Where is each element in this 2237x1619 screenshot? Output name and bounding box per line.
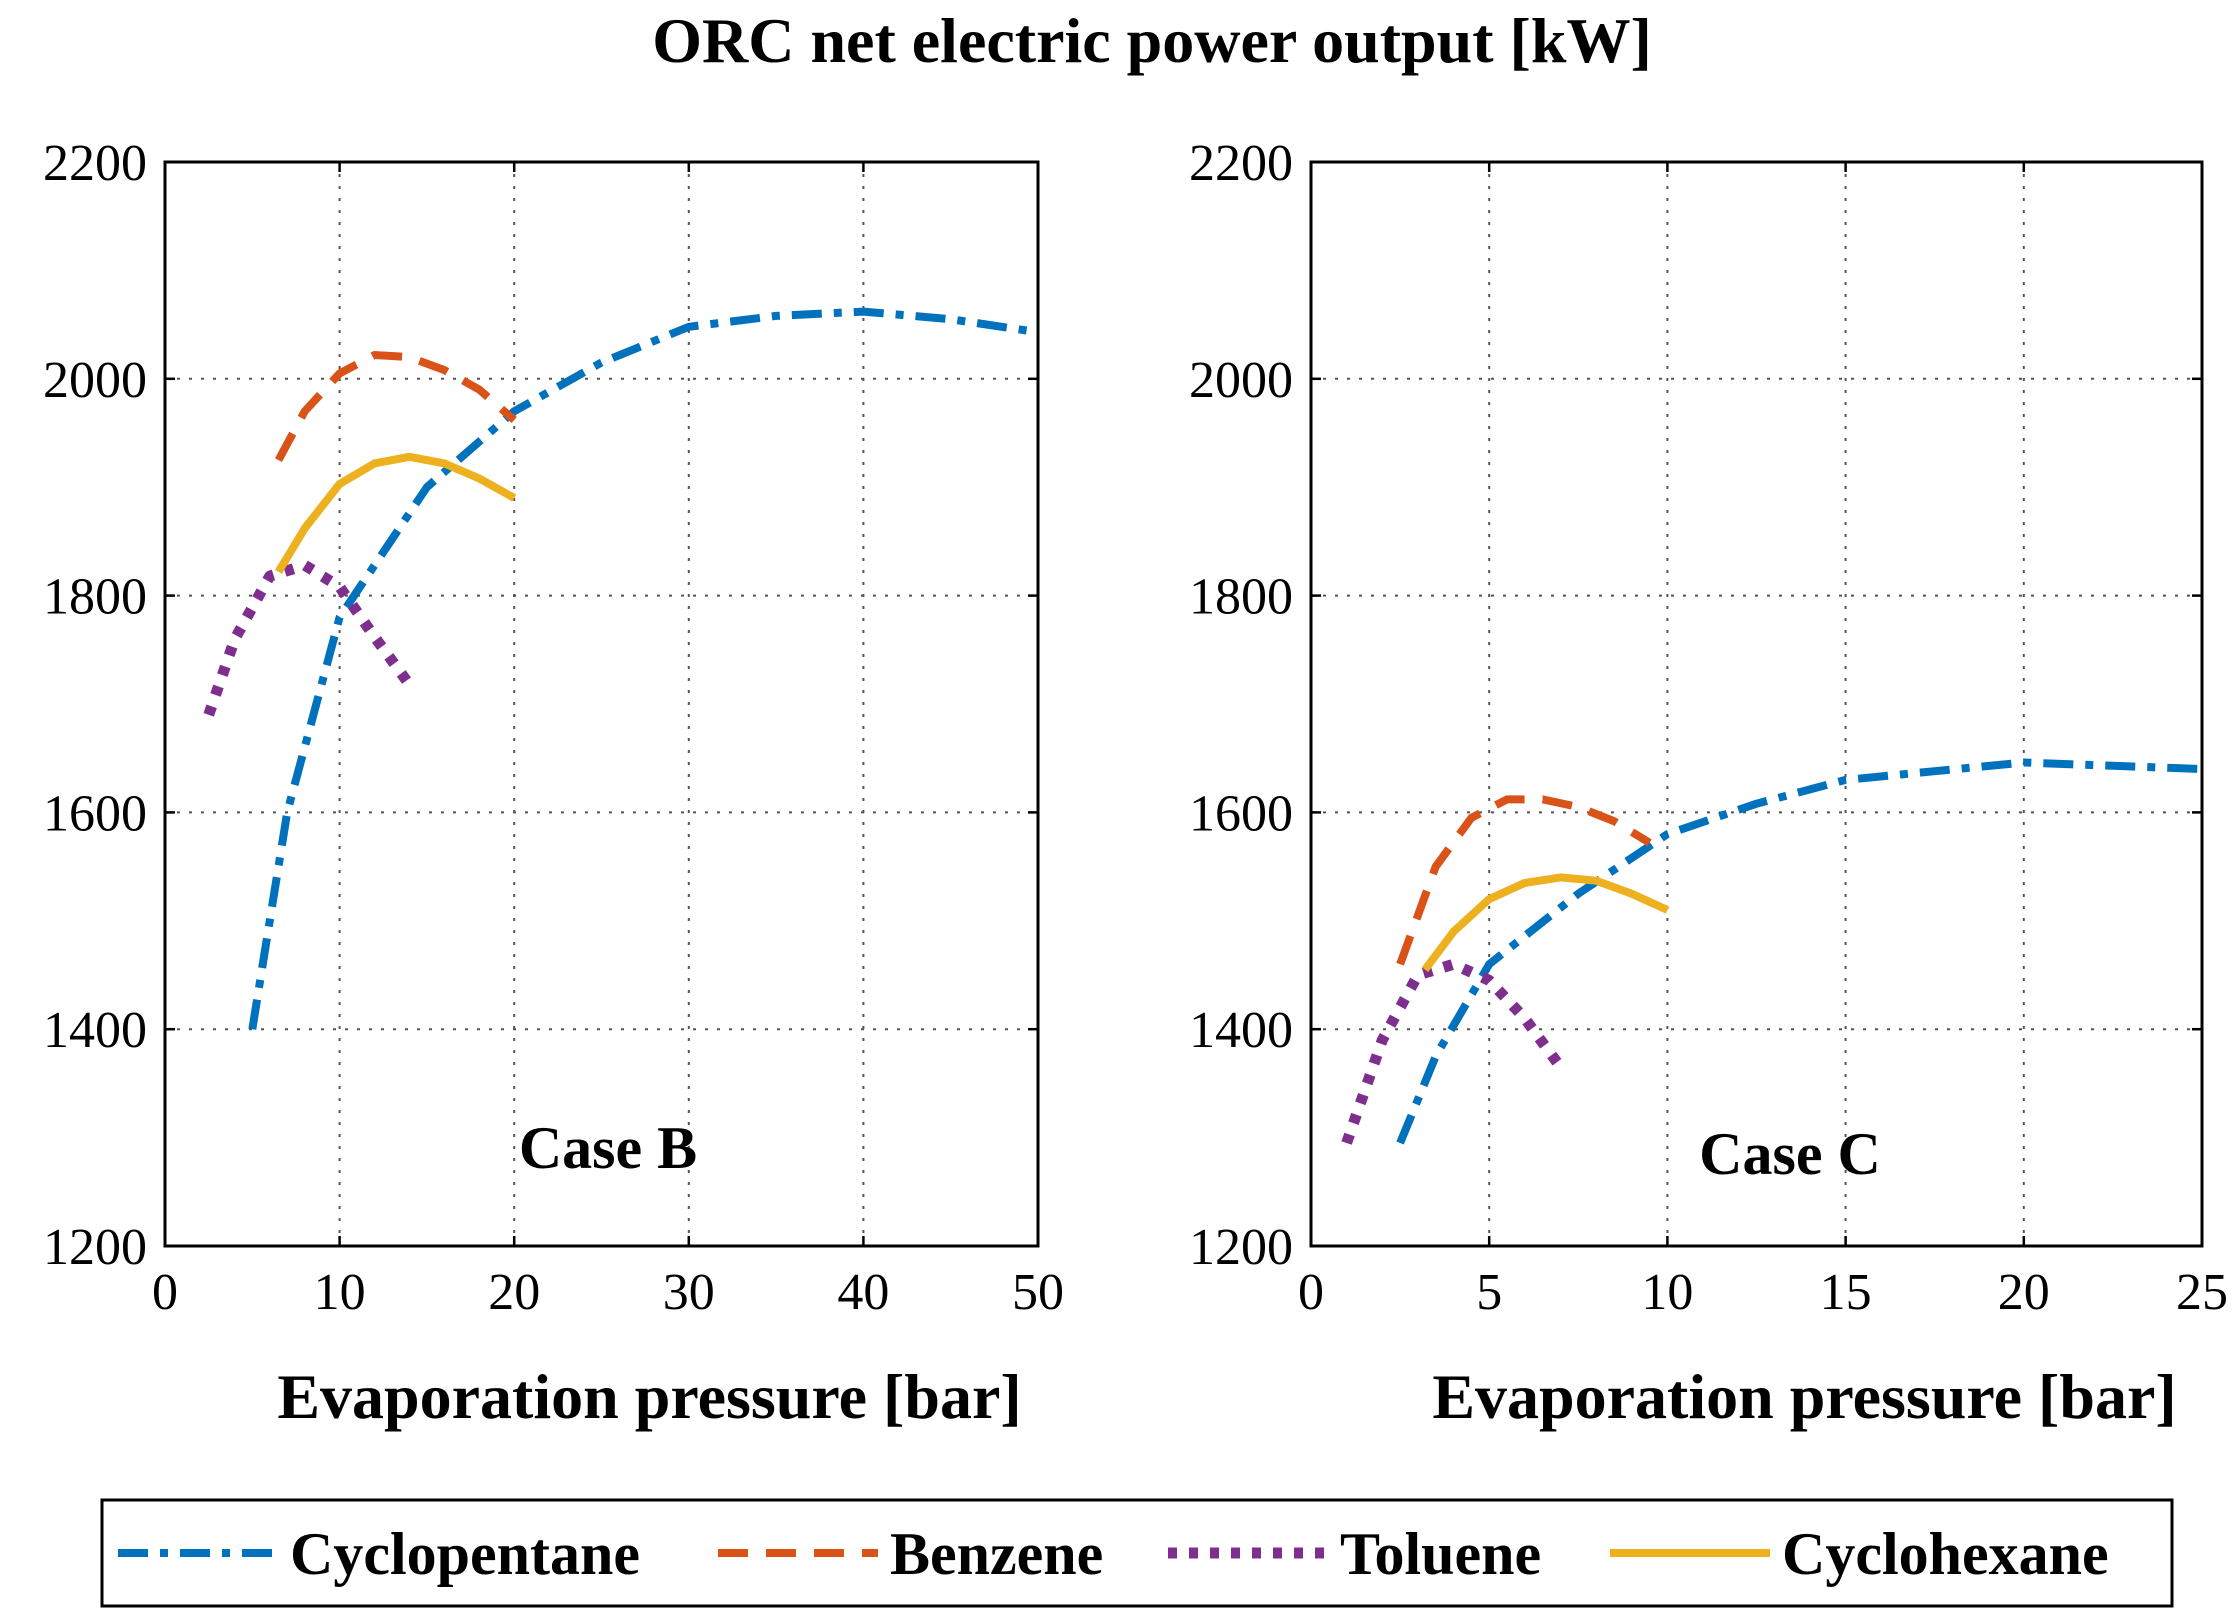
series-line-benzene: [1396, 795, 1652, 966]
series-group: [1341, 758, 2202, 1145]
x-tick-label: 20: [488, 1264, 540, 1321]
x-tick-label: 50: [1012, 1264, 1064, 1321]
y-tick-label: 1400: [43, 1002, 147, 1059]
x-tick-label: 0: [152, 1264, 178, 1321]
legend-label-benzene: Benzene: [890, 1521, 1103, 1587]
figure-title: ORC net electric power output [kW]: [652, 5, 1652, 76]
y-tick-label: 1200: [1189, 1219, 1293, 1276]
y-tick-label: 1800: [1189, 569, 1293, 626]
x-tick-label: 20: [1998, 1264, 2050, 1321]
series-line-cyclohexane: [275, 452, 517, 574]
legend: Cyclopentane Benzene Toluene Cyclohexane: [100, 1498, 2174, 1608]
x-tick-label: 40: [837, 1264, 889, 1321]
series-line-toluene: [203, 559, 414, 717]
x-tick-label: 5: [1476, 1264, 1502, 1321]
series-group: [203, 307, 1038, 1030]
chart-case-c: 0 5 10 15 20 25 1200 1400 1600 1800 2000 2200 Evapor…: [1189, 135, 2228, 1432]
series-line-toluene: [1341, 958, 1565, 1145]
y-tick-label: 2000: [43, 352, 147, 409]
y-tick-label: 2200: [43, 135, 147, 192]
x-tick-label: 0: [1298, 1264, 1324, 1321]
y-tick-label: 2200: [1189, 135, 1293, 192]
legend-label-cyclohexane: Cyclohexane: [1782, 1521, 2109, 1587]
series-line-cyclopentane: [1396, 758, 2202, 1145]
y-tick-label: 1600: [1189, 785, 1293, 842]
case-annotation: Case B: [519, 1115, 697, 1181]
x-tick-label: 30: [663, 1264, 715, 1321]
x-axis-label: Evaporation pressure [bar]: [277, 1361, 1021, 1432]
y-tick-label: 1200: [43, 1219, 147, 1276]
chart-case-b: 0 10 20 30 40 50 1200 1400 1600 1800 2000 2200 Evapo…: [43, 135, 1064, 1432]
y-tick-label: 1800: [43, 569, 147, 626]
x-tick-label: 10: [1641, 1264, 1693, 1321]
plot-frame: [163, 160, 1040, 1248]
series-line-cyclopentane: [248, 307, 1038, 1030]
legend-box: [100, 1498, 2174, 1608]
case-annotation: Case C: [1699, 1121, 1881, 1187]
x-axis-label: Evaporation pressure [bar]: [1432, 1361, 2176, 1432]
y-tick-label: 1600: [43, 785, 147, 842]
series-line-benzene: [274, 351, 517, 462]
plot-frame: [1309, 160, 2204, 1248]
series-line-cyclohexane: [1421, 873, 1670, 973]
x-tick-label: 10: [314, 1264, 366, 1321]
legend-label-cyclopentane: Cyclopentane: [290, 1521, 640, 1587]
legend-label-toluene: Toluene: [1340, 1521, 1541, 1587]
x-tick-label: 15: [1820, 1264, 1872, 1321]
y-tick-label: 1400: [1189, 1002, 1293, 1059]
x-tick-label: 25: [2176, 1264, 2228, 1321]
y-tick-label: 2000: [1189, 352, 1293, 409]
